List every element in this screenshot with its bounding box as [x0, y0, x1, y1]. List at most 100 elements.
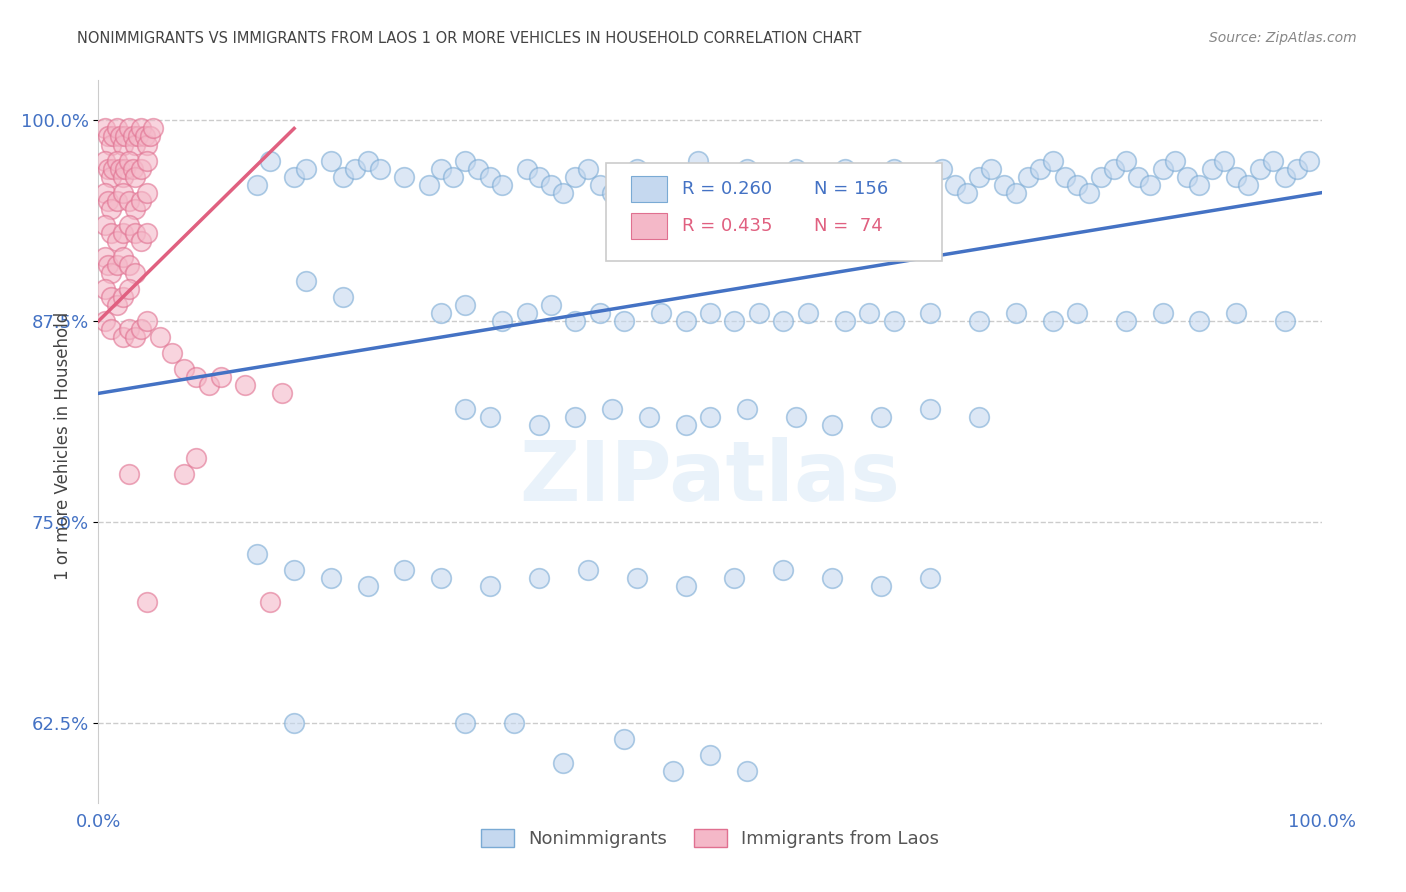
- Point: [1175, 169, 1198, 184]
- Point: [894, 178, 917, 192]
- Point: [1225, 169, 1247, 184]
- Point: [797, 178, 820, 192]
- Point: [870, 579, 893, 593]
- Point: [1066, 306, 1088, 320]
- Point: [136, 137, 159, 152]
- Point: [332, 169, 354, 184]
- Bar: [630, 213, 668, 239]
- Point: [197, 378, 219, 392]
- Point: [515, 306, 537, 320]
- Point: [527, 418, 550, 433]
- Point: [124, 266, 146, 280]
- Point: [93, 153, 115, 168]
- Point: [967, 410, 990, 425]
- Point: [515, 161, 537, 176]
- Point: [478, 169, 501, 184]
- Point: [368, 161, 391, 176]
- Text: R = 0.435: R = 0.435: [682, 218, 772, 235]
- Point: [100, 226, 122, 240]
- Point: [93, 314, 115, 328]
- Point: [97, 129, 120, 144]
- Point: [332, 290, 354, 304]
- Point: [675, 418, 697, 433]
- Point: [124, 202, 146, 216]
- Point: [233, 378, 256, 392]
- Point: [772, 169, 794, 184]
- FancyBboxPatch shape: [606, 163, 942, 260]
- Point: [907, 186, 929, 200]
- Point: [1128, 169, 1150, 184]
- Point: [149, 330, 172, 344]
- Point: [1139, 178, 1161, 192]
- Point: [129, 234, 152, 248]
- Point: [93, 282, 115, 296]
- Point: [1274, 169, 1296, 184]
- Point: [920, 306, 942, 320]
- Point: [1201, 161, 1223, 176]
- Text: N =  74: N = 74: [814, 218, 883, 235]
- Point: [134, 129, 156, 144]
- Point: [834, 314, 856, 328]
- Point: [127, 129, 149, 144]
- Point: [1188, 178, 1211, 192]
- Point: [1237, 178, 1260, 192]
- Point: [540, 298, 562, 312]
- Point: [101, 161, 124, 176]
- Point: [1212, 153, 1234, 168]
- Point: [1004, 186, 1026, 200]
- Point: [118, 153, 141, 168]
- Point: [105, 234, 128, 248]
- Bar: [630, 176, 668, 202]
- Point: [626, 571, 648, 585]
- Point: [675, 314, 697, 328]
- Point: [356, 579, 378, 593]
- Point: [845, 178, 868, 192]
- Point: [124, 330, 146, 344]
- Point: [173, 467, 195, 481]
- Point: [136, 186, 159, 200]
- Point: [675, 579, 697, 593]
- Point: [956, 186, 979, 200]
- Point: [1274, 314, 1296, 328]
- Point: [283, 169, 305, 184]
- Point: [1152, 161, 1174, 176]
- Point: [1261, 153, 1284, 168]
- Legend: Nonimmigrants, Immigrants from Laos: Nonimmigrants, Immigrants from Laos: [474, 822, 946, 855]
- Point: [870, 410, 893, 425]
- Point: [100, 202, 122, 216]
- Point: [540, 178, 562, 192]
- Point: [564, 410, 586, 425]
- Point: [129, 194, 152, 208]
- Point: [139, 129, 162, 144]
- Point: [699, 410, 721, 425]
- Point: [418, 178, 440, 192]
- Point: [553, 756, 575, 770]
- Point: [283, 715, 305, 730]
- Point: [124, 137, 146, 152]
- Point: [454, 715, 477, 730]
- Point: [478, 410, 501, 425]
- Point: [105, 258, 128, 272]
- Point: [675, 169, 697, 184]
- Point: [993, 178, 1015, 192]
- Point: [1286, 161, 1309, 176]
- Point: [785, 161, 807, 176]
- Point: [564, 314, 586, 328]
- Point: [100, 322, 122, 336]
- Point: [295, 161, 318, 176]
- Text: N = 156: N = 156: [814, 179, 889, 198]
- Point: [111, 137, 134, 152]
- Point: [142, 121, 165, 136]
- Point: [1249, 161, 1271, 176]
- Point: [295, 274, 318, 288]
- Point: [613, 731, 636, 746]
- Point: [160, 346, 183, 360]
- Point: [111, 169, 134, 184]
- Point: [118, 467, 141, 481]
- Point: [1042, 314, 1064, 328]
- Point: [319, 571, 342, 585]
- Point: [186, 450, 208, 465]
- Point: [808, 186, 831, 200]
- Point: [121, 129, 143, 144]
- Point: [797, 306, 820, 320]
